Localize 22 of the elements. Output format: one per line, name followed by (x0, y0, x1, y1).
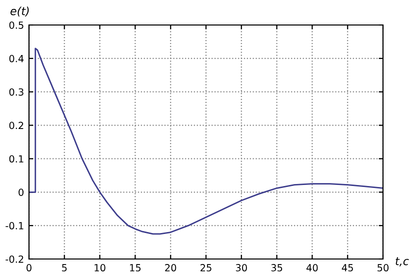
x-tick-label: 30 (236, 264, 247, 272)
x-tick-label: 50 (378, 264, 389, 272)
y-axis-title: e(t) (10, 6, 29, 17)
x-tick-label: 10 (94, 264, 106, 272)
x-tick-label: 0 (26, 264, 32, 272)
x-tick-label: 20 (165, 264, 176, 272)
y-tick-label: -0.1 (6, 222, 24, 230)
line-series (29, 48, 383, 235)
y-tick-label: -0.2 (6, 255, 24, 263)
x-tick-label: 25 (200, 264, 212, 272)
y-tick-label: 0.3 (9, 88, 24, 96)
y-tick-label: 0.5 (9, 21, 24, 29)
x-tick-label: 35 (271, 264, 282, 272)
y-tick-label: 0.4 (9, 54, 24, 62)
x-tick-label: 45 (342, 264, 353, 272)
y-tick-label: 0.1 (9, 155, 24, 163)
x-tick-label: 40 (306, 264, 318, 272)
x-tick-label: 15 (130, 264, 141, 272)
x-axis-title: t,c (396, 257, 409, 266)
x-tick-label: 5 (62, 264, 67, 272)
y-tick-label: 0 (18, 188, 24, 196)
y-tick-label: 0.2 (9, 122, 24, 130)
